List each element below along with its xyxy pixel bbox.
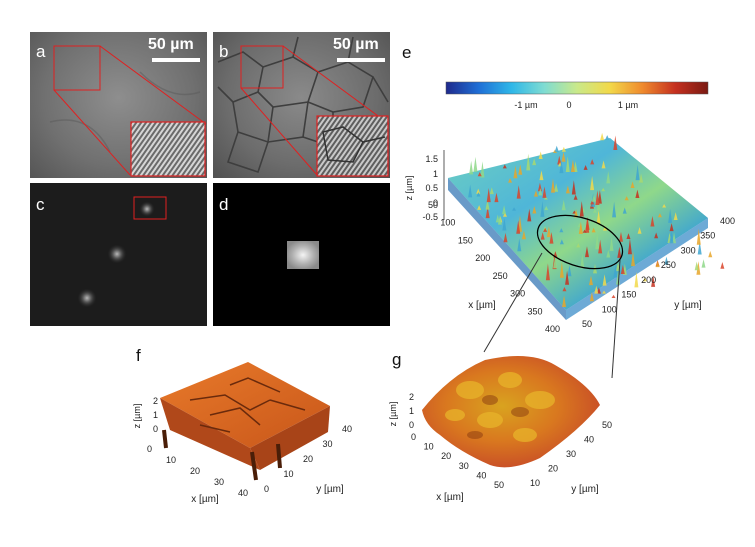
surface-f-cracks bbox=[189, 377, 306, 433]
f-y-tick-0: 0 bbox=[264, 484, 269, 494]
g-y-tick-30: 30 bbox=[566, 449, 576, 459]
surface-g-bumps bbox=[445, 372, 555, 442]
g-y-tick-50: 50 bbox=[602, 420, 612, 430]
surface-e-body bbox=[448, 138, 708, 310]
panel-e: e -1 µm 0 1 µm 1.5 1 0.5 0 -0.5 z [µm] bbox=[398, 40, 738, 336]
panel-a-scale-text: 50 µm bbox=[148, 36, 194, 53]
colorbar-tick-0: 0 bbox=[566, 100, 571, 110]
e-z-axis-label: z [µm] bbox=[404, 176, 414, 201]
e-x-tick-250: 250 bbox=[493, 271, 508, 281]
g-x-tick-10: 10 bbox=[424, 442, 434, 452]
f-x-tick-10: 10 bbox=[166, 455, 176, 465]
e-x-axis-label: x [µm] bbox=[468, 300, 496, 311]
surface-f-body bbox=[160, 362, 330, 448]
f-z-axis-label: z [µm] bbox=[132, 404, 142, 429]
colorbar-tick-1: 1 µm bbox=[618, 100, 638, 110]
e-y-tick-350: 350 bbox=[700, 231, 715, 241]
e-z-tick-0.5: 0.5 bbox=[425, 183, 438, 193]
g-z-tick-2: 2 bbox=[409, 392, 414, 402]
f-z-tick-0: 0 bbox=[153, 424, 158, 434]
panel-d-overlay bbox=[287, 241, 319, 269]
g-z-tick-1: 1 bbox=[409, 406, 414, 416]
f-x-tick-20: 20 bbox=[190, 466, 200, 476]
panel-e-label: e bbox=[402, 43, 412, 62]
surface-e-right-face bbox=[566, 218, 708, 320]
g-y-tick-40: 40 bbox=[584, 435, 594, 445]
f-x-tick-0: 0 bbox=[147, 444, 152, 454]
f-y-tick-30: 30 bbox=[323, 439, 333, 449]
panel-f-label: f bbox=[136, 346, 141, 365]
panel-f: f 2 1 0 z [µm] 0 10 20 30 40 x [µm] 0 10 20 30 4… bbox=[130, 340, 365, 520]
g-x-axis-label: x [µm] bbox=[436, 492, 464, 503]
e-x-tick-200: 200 bbox=[475, 253, 490, 263]
e-z-tick-1: 1 bbox=[433, 169, 438, 179]
panel-b-scale-text: 50 µm bbox=[333, 36, 379, 53]
g-x-tick-50: 50 bbox=[494, 480, 504, 490]
f-y-tick-20: 20 bbox=[303, 454, 313, 464]
panel-b: b 50 µm bbox=[213, 32, 390, 178]
f-x-tick-30: 30 bbox=[214, 477, 224, 487]
f-y-tick-40: 40 bbox=[342, 424, 352, 434]
panel-a-overlay bbox=[49, 45, 207, 177]
f-z-tick-1: 1 bbox=[153, 410, 158, 420]
surface-g-valleys bbox=[467, 395, 529, 439]
surface-e-peaks bbox=[468, 132, 725, 308]
panel-d: d bbox=[213, 183, 390, 326]
panel-b-scale-bar bbox=[337, 58, 385, 62]
panel-g: g 2 1 0 z [µm] 0 10 20 30 40 50 x [µm] bbox=[380, 340, 625, 520]
e-y-tick-300: 300 bbox=[681, 245, 696, 255]
e-y-tick-250: 250 bbox=[661, 260, 676, 270]
panel-c-label: c bbox=[36, 195, 45, 214]
e-x-tick-400: 400 bbox=[545, 324, 560, 334]
e-x-tick-50: 50 bbox=[428, 200, 438, 210]
f-x-axis-label: x [µm] bbox=[191, 494, 219, 505]
g-x-tick-30: 30 bbox=[459, 461, 469, 471]
panel-b-label: b bbox=[219, 42, 229, 61]
g-y-tick-10: 10 bbox=[530, 478, 540, 488]
zoom-region-ellipse bbox=[536, 214, 624, 270]
panel-a-label: a bbox=[36, 42, 46, 61]
e-z-tick-1.5: 1.5 bbox=[425, 154, 438, 164]
e-x-tick-150: 150 bbox=[458, 235, 473, 245]
e-y-axis-label: y [µm] bbox=[674, 300, 702, 311]
e-z-tick-neg0.5: -0.5 bbox=[422, 212, 438, 222]
surface-f-trenches bbox=[162, 429, 282, 481]
g-x-tick-40: 40 bbox=[476, 470, 486, 480]
panel-d-label: d bbox=[219, 195, 229, 214]
e-z-tick-0: 0 bbox=[433, 198, 438, 208]
e-y-tick-400: 400 bbox=[720, 216, 735, 226]
g-y-tick-20: 20 bbox=[548, 464, 558, 474]
g-x-tick-20: 20 bbox=[441, 451, 451, 461]
f-x-tick-40: 40 bbox=[238, 488, 248, 498]
f-y-axis-label: y [µm] bbox=[316, 484, 344, 495]
f-z-tick-2: 2 bbox=[153, 396, 158, 406]
surface-f-front bbox=[160, 398, 260, 470]
colorbar bbox=[445, 81, 709, 95]
g-y-axis-label: y [µm] bbox=[571, 484, 599, 495]
e-x-tick-350: 350 bbox=[528, 306, 543, 316]
panel-e-surface-plot: -1 µm 0 1 µm 1.5 1 0.5 0 -0.5 z [µm] 501… bbox=[404, 81, 735, 334]
e-x-tick-300: 300 bbox=[510, 289, 525, 299]
f-y-tick-10: 10 bbox=[284, 469, 294, 479]
panel-c: c bbox=[30, 183, 207, 326]
e-y-tick-50: 50 bbox=[582, 319, 592, 329]
g-z-axis-label: z [µm] bbox=[388, 402, 398, 427]
surface-f-right bbox=[250, 406, 330, 470]
panel-c-overlay bbox=[77, 196, 167, 308]
panel-a: a 50 µm bbox=[30, 32, 207, 178]
g-x-tick-0: 0 bbox=[411, 432, 416, 442]
panel-b-overlay bbox=[217, 36, 390, 177]
g-z-tick-0: 0 bbox=[409, 420, 414, 430]
e-y-tick-100: 100 bbox=[602, 304, 617, 314]
panel-a-scale-bar bbox=[152, 58, 200, 62]
panel-g-label: g bbox=[392, 350, 402, 369]
e-y-tick-150: 150 bbox=[621, 290, 636, 300]
e-x-tick-100: 100 bbox=[440, 218, 455, 228]
panel-g-surface-plot: 2 1 0 z [µm] 0 10 20 30 40 50 x [µm] 10 20 30 40… bbox=[388, 356, 612, 503]
e-y-tick-200: 200 bbox=[641, 275, 656, 285]
colorbar-tick-neg1: -1 µm bbox=[514, 100, 537, 110]
